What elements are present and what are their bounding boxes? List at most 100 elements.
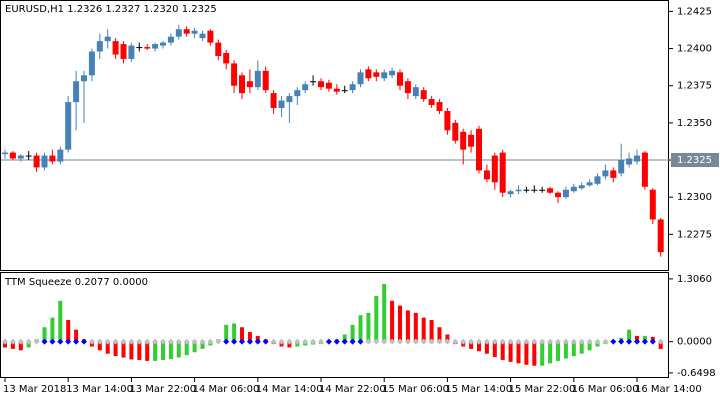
histogram-bar <box>66 320 71 342</box>
candle-body <box>294 90 301 97</box>
squeeze-dot <box>404 338 411 345</box>
squeeze-dot <box>223 338 230 345</box>
candle-body <box>25 155 32 157</box>
squeeze-dot <box>262 338 269 345</box>
chart-title: EURUSD,H1 1.2326 1.2327 1.2320 1.2325 <box>5 4 217 15</box>
squeeze-dot <box>618 338 625 345</box>
candle-body <box>246 81 253 88</box>
histogram-bar <box>500 341 505 360</box>
squeeze-dot <box>539 338 546 345</box>
squeeze-dot <box>254 338 261 345</box>
candle-body <box>641 152 648 187</box>
histogram-bar <box>97 341 102 351</box>
candle-body <box>325 82 332 89</box>
histogram-bar <box>50 317 55 342</box>
histogram-bar <box>113 341 118 357</box>
squeeze-dot <box>112 338 119 345</box>
x-tick-label: 15 Mar 22:00 <box>509 384 576 395</box>
histogram-bar <box>405 310 410 342</box>
histogram-bar <box>492 341 497 358</box>
candle-body <box>175 29 182 37</box>
squeeze-dot <box>476 338 482 345</box>
candle-body <box>262 70 269 91</box>
candle-body <box>341 90 348 92</box>
candle-body <box>136 47 143 49</box>
squeeze-dot <box>207 338 214 345</box>
y-tick-label: 1.2275 <box>677 229 712 240</box>
candle-body <box>626 158 633 165</box>
squeeze-dot <box>547 338 554 345</box>
candle-body <box>428 99 435 106</box>
squeeze-dot <box>491 338 498 345</box>
squeeze-dot <box>65 338 72 345</box>
histogram-bar <box>129 341 134 360</box>
squeeze-dot <box>302 338 309 345</box>
histogram-bar <box>137 341 142 360</box>
squeeze-dot <box>310 338 317 345</box>
squeeze-dot <box>33 338 40 345</box>
candle-body <box>491 155 498 183</box>
squeeze-dot <box>96 338 103 345</box>
indicator-title: TTM Squeeze 0.2077 0.0000 <box>4 277 148 288</box>
candle-body <box>373 72 380 77</box>
squeeze-dot <box>270 338 277 345</box>
candle-body <box>404 81 411 94</box>
candle-body <box>483 170 490 180</box>
x-tick-label: 13 Mar 14:00 <box>66 384 133 395</box>
squeeze-dot <box>373 338 380 345</box>
squeeze-dot <box>420 338 427 345</box>
squeeze-dot <box>523 338 530 345</box>
squeeze-dot <box>436 338 443 345</box>
candle-body <box>602 170 609 177</box>
candle-body <box>618 160 625 174</box>
candle-body <box>381 72 388 79</box>
squeeze-dot <box>9 338 16 345</box>
price-label: 1.2325 <box>677 155 712 166</box>
candle-body <box>49 155 56 162</box>
squeeze-dot <box>333 338 340 345</box>
squeeze-dot <box>365 338 372 345</box>
histogram-bar <box>548 341 553 364</box>
histogram-bar <box>366 312 371 342</box>
squeeze-dot <box>199 338 206 345</box>
candle-body <box>476 128 482 171</box>
squeeze-dot <box>183 338 190 345</box>
main-frame <box>0 0 669 271</box>
squeeze-dot <box>649 338 656 345</box>
y-tick-label: 1.2375 <box>677 81 712 92</box>
candle-body <box>318 81 324 88</box>
squeeze-dot <box>49 338 56 345</box>
squeeze-dot <box>610 338 617 345</box>
candle-body <box>452 122 459 141</box>
squeeze-dot <box>641 338 648 345</box>
candle-body <box>278 100 285 109</box>
histogram-bar <box>184 341 189 356</box>
candle-body <box>2 152 8 155</box>
candle-body <box>167 36 174 43</box>
histogram-bar <box>240 327 244 342</box>
candle-body <box>657 219 664 253</box>
histogram-bar <box>556 341 560 361</box>
x-tick-label: 14 Mar 14:00 <box>256 384 323 395</box>
histogram-bar <box>571 341 576 357</box>
squeeze-dot <box>555 338 561 345</box>
candle-body <box>231 63 238 86</box>
squeeze-dot <box>325 338 332 345</box>
histogram-bar <box>658 341 663 349</box>
y-tick-label: 1.2350 <box>677 118 712 129</box>
histogram-bar <box>58 300 63 342</box>
histogram-bar <box>421 317 426 342</box>
histogram-bar <box>192 341 197 353</box>
candle-body <box>191 30 198 34</box>
candle-body <box>302 84 309 91</box>
squeeze-dot <box>128 338 135 345</box>
candle-body <box>199 33 206 39</box>
candle-body <box>515 189 522 192</box>
squeeze-dot <box>460 338 467 345</box>
candle-body <box>333 88 340 92</box>
histogram-bar <box>200 341 205 349</box>
candle-body <box>444 110 451 131</box>
histogram-bar <box>105 341 110 354</box>
histogram-bar <box>532 341 537 366</box>
